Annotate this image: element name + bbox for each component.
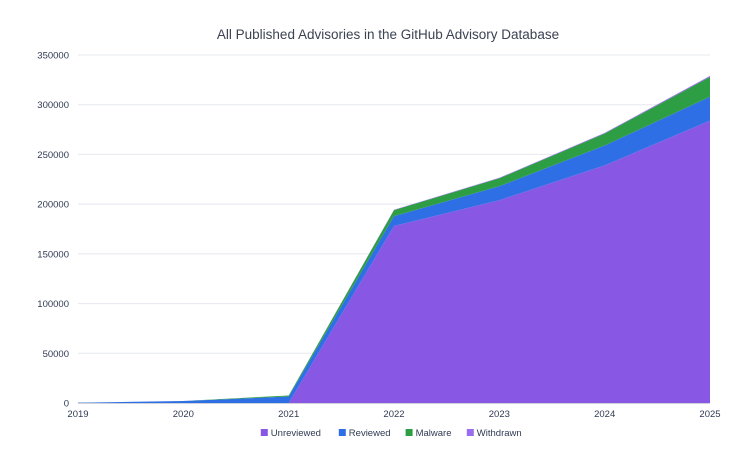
y-tick-label: 300000 — [37, 100, 69, 111]
x-tick-label: 2021 — [278, 409, 299, 420]
area-unreviewed — [78, 120, 710, 403]
legend-label-unreviewed: Unreviewed — [271, 428, 321, 439]
y-tick-label: 200000 — [37, 200, 69, 211]
legend-label-withdrawn: Withdrawn — [477, 428, 522, 439]
x-tick-label: 2025 — [699, 409, 720, 420]
x-axis-ticks: 2019 2020 2021 2022 2023 2024 2025 — [67, 409, 720, 420]
x-tick-label: 2019 — [67, 409, 88, 420]
y-tick-label: 50000 — [43, 349, 69, 360]
x-tick-label: 2022 — [383, 409, 404, 420]
y-axis-ticks: 0 50000 100000 150000 200000 250000 300000 3500… — [37, 51, 69, 410]
x-tick-label: 2023 — [489, 409, 510, 420]
legend-swatch-malware — [405, 429, 413, 436]
legend: Unreviewed Reviewed Malware Withdrawn — [260, 428, 522, 439]
legend-label-malware: Malware — [416, 428, 452, 439]
y-tick-label: 350000 — [37, 51, 69, 62]
area-malware — [78, 76, 710, 403]
legend-swatch-withdrawn — [466, 429, 474, 436]
legend-label-reviewed: Reviewed — [349, 428, 391, 439]
y-tick-label: 100000 — [37, 299, 69, 310]
legend-swatch-reviewed — [338, 429, 346, 436]
area-series — [78, 75, 710, 404]
y-tick-label: 150000 — [37, 249, 69, 260]
x-tick-label: 2024 — [594, 409, 615, 420]
y-tick-label: 0 — [64, 399, 69, 410]
area-reviewed — [78, 96, 710, 404]
chart-title: All Published Advisories in the GitHub A… — [217, 27, 559, 42]
y-tick-label: 250000 — [37, 150, 69, 161]
x-tick-label: 2020 — [173, 409, 194, 420]
legend-swatch-unreviewed — [260, 429, 268, 436]
